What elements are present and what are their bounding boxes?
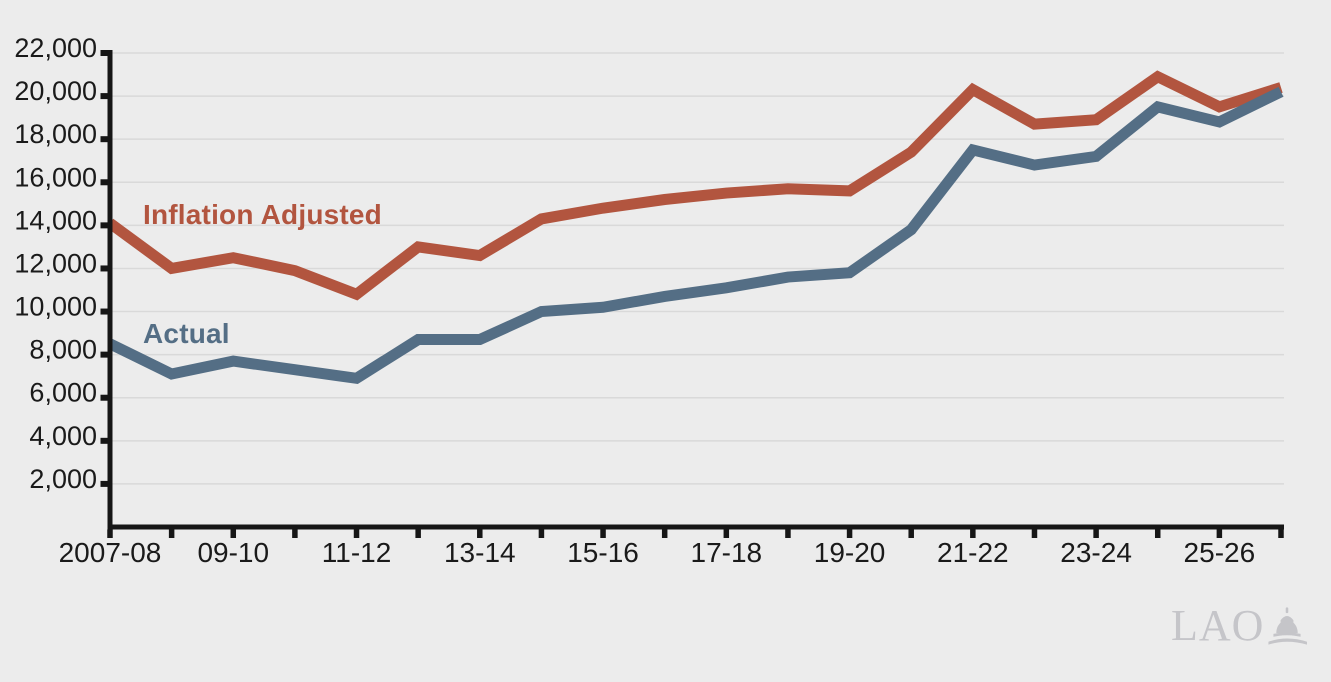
x-tick-label: 21-22 — [937, 537, 1009, 568]
y-tick-label: 16,000 — [14, 162, 97, 192]
y-tick — [100, 265, 110, 272]
x-tick — [230, 529, 237, 538]
y-tick-label: 12,000 — [14, 248, 97, 278]
y-tick — [100, 480, 110, 487]
x-tick — [477, 529, 483, 538]
x-tick-label: 19-20 — [814, 537, 886, 568]
x-tick — [600, 529, 606, 538]
x-tick — [1093, 529, 1099, 538]
x-tick — [1278, 529, 1284, 538]
y-tick-label: 2,000 — [29, 464, 97, 494]
x-tick — [1216, 529, 1223, 538]
x-tick — [415, 529, 421, 538]
x-tick — [1154, 529, 1161, 538]
y-tick-label: 6,000 — [29, 378, 97, 408]
x-tick — [168, 529, 175, 538]
y-tick — [100, 351, 110, 358]
x-tick — [846, 529, 853, 538]
series-line-actual — [107, 86, 1284, 385]
y-tick — [100, 394, 110, 401]
x-tick — [908, 529, 914, 538]
x-tick — [292, 529, 298, 538]
y-tick-label: 4,000 — [29, 421, 97, 451]
x-tick-label: 2007-08 — [59, 537, 162, 568]
y-tick — [100, 308, 110, 315]
series-label-inflation-adjusted: Inflation Adjusted — [143, 199, 382, 230]
lao-logo: LAO — [1171, 601, 1309, 650]
x-tick — [353, 529, 360, 538]
x-tick — [1031, 529, 1038, 538]
series-line-inflation-adjusted — [106, 70, 1283, 301]
y-tick-label: 22,000 — [14, 33, 97, 63]
x-tick — [785, 529, 791, 538]
y-tick — [100, 93, 110, 100]
x-tick-label: 15-16 — [567, 537, 639, 568]
x-tick — [661, 529, 668, 538]
y-tick — [100, 179, 110, 186]
y-tick-label: 14,000 — [14, 205, 97, 235]
y-tick — [100, 437, 110, 444]
y-tick-label: 10,000 — [14, 292, 97, 322]
x-tick-label: 23-24 — [1060, 537, 1132, 568]
y-tick — [100, 50, 110, 56]
y-tick-label: 18,000 — [14, 119, 97, 149]
x-tick-label: 25-26 — [1184, 537, 1256, 568]
y-tick-label: 8,000 — [29, 335, 97, 365]
series-label-actual: Actual — [143, 318, 230, 349]
x-tick — [107, 529, 113, 538]
x-tick-label: 13-14 — [444, 537, 516, 568]
x-tick — [970, 529, 976, 538]
y-tick — [100, 136, 110, 143]
x-tick-label: 11-12 — [322, 537, 392, 568]
capitol-dome-icon — [1268, 607, 1308, 645]
x-tick — [538, 529, 545, 538]
lao-logo-text: LAO — [1171, 601, 1265, 650]
x-tick-label: 09-10 — [197, 537, 269, 568]
y-tick — [100, 222, 110, 229]
x-tick-label: 17-18 — [691, 537, 763, 568]
x-tick — [723, 529, 730, 538]
y-tick-label: 20,000 — [14, 76, 97, 106]
